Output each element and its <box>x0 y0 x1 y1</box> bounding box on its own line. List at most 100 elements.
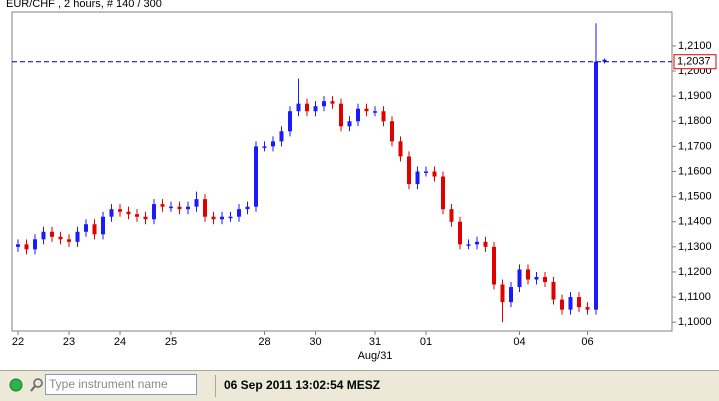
x-tick-label: 30 <box>309 336 321 348</box>
candle-body <box>203 199 207 217</box>
candle-body <box>322 101 326 107</box>
y-tick-label: 1,1800 <box>678 115 712 127</box>
candle-body <box>560 299 564 310</box>
timestamp: 06 Sep 2011 13:02:54 MESZ <box>224 378 381 392</box>
candle-body <box>390 121 394 142</box>
candle-body <box>58 236 63 240</box>
x-tick-label: 06 <box>581 336 593 348</box>
candle-body <box>296 103 301 112</box>
candle-body <box>75 231 80 242</box>
candle-body <box>407 156 411 185</box>
y-tick-label: 1,1500 <box>678 191 712 203</box>
candle-body <box>186 206 190 210</box>
x-tick-label: 31 <box>369 336 381 348</box>
candle-body <box>50 231 54 237</box>
candle-body <box>577 297 581 308</box>
candle-body <box>135 214 139 217</box>
candle-body <box>602 59 607 62</box>
status-icons <box>9 378 43 392</box>
y-tick-label: 1,1200 <box>678 266 712 278</box>
plot-area <box>11 11 673 332</box>
candle-body <box>466 244 471 246</box>
y-tick-label: 1,1700 <box>678 140 712 152</box>
candle-body <box>500 284 505 303</box>
candle-body <box>475 241 479 245</box>
y-tick-label: 1,1900 <box>678 90 712 102</box>
candle-body <box>509 287 513 303</box>
candle-body <box>118 209 122 212</box>
connection-icon <box>9 378 23 392</box>
candle-body <box>585 307 590 310</box>
search-icon-handle <box>30 385 36 392</box>
y-tick-label: 1,2100 <box>678 40 712 52</box>
candle-body <box>594 61 598 310</box>
chart: EUR/CHF , 2 hours, # 140 / 300 1,1000 1,1… <box>6 0 717 362</box>
search-input[interactable]: Type instrument name <box>45 374 197 395</box>
candle-body <box>458 221 462 245</box>
y-tick-label: 1,1000 <box>678 316 712 328</box>
candle-body <box>543 276 547 283</box>
x-tick-label: 04 <box>513 336 525 348</box>
candle-body <box>92 224 97 235</box>
candle-body <box>347 121 352 127</box>
candle-body <box>288 111 292 132</box>
x-tick-label: 28 <box>258 336 270 348</box>
candle-body <box>41 231 46 240</box>
x-tick-label: 24 <box>114 336 126 348</box>
candle-body <box>398 141 403 157</box>
candle-body <box>517 269 522 288</box>
chart-title: EUR/CHF , 2 hours, # 140 / 300 <box>6 0 162 10</box>
y-tick-label: 1,1600 <box>678 165 712 177</box>
candle-body <box>339 103 343 127</box>
candle-body <box>534 276 539 280</box>
candle-body <box>254 146 258 207</box>
candle-body <box>211 216 216 220</box>
candle-body <box>245 206 250 210</box>
candle-body <box>67 239 71 242</box>
candle-body <box>449 209 454 222</box>
separator <box>215 375 216 397</box>
candle-body <box>415 171 420 185</box>
candle-body <box>568 297 573 310</box>
candle-body <box>432 171 437 177</box>
candle-body <box>424 171 428 173</box>
candle-body <box>483 241 488 247</box>
search-icon <box>33 378 43 388</box>
status-bar: Type instrument name 06 Sep 2011 13:02:5… <box>0 370 719 401</box>
x-tick-label: 22 <box>12 336 24 348</box>
x-tick-label: 01 <box>420 336 432 348</box>
x-sublabel: Aug/31 <box>358 350 393 362</box>
candle-body <box>194 199 199 207</box>
candle-body <box>237 209 241 217</box>
candle-body <box>381 111 386 122</box>
candle-body <box>526 269 530 280</box>
price-box <box>673 54 717 70</box>
candle-body <box>109 209 114 217</box>
candle-body <box>441 176 445 210</box>
candle-body <box>84 224 88 232</box>
y-tick-label: 1,1100 <box>678 291 711 303</box>
candle-body <box>356 108 360 122</box>
candle-body <box>160 204 165 207</box>
candle-body <box>16 244 20 247</box>
price-label: 1,2037 <box>677 56 711 68</box>
candle-body <box>126 211 131 215</box>
candle-body <box>262 146 267 148</box>
candle-body <box>271 141 275 147</box>
candle-body <box>101 216 105 235</box>
candle-body <box>373 111 377 113</box>
candle-body <box>279 131 284 142</box>
candle-body <box>24 244 29 250</box>
x-tick-label: 25 <box>165 336 177 348</box>
candle-body <box>305 103 309 112</box>
candle-body <box>152 204 156 220</box>
candle-body <box>169 206 173 209</box>
y-tick-label: 1,1300 <box>678 241 712 253</box>
y-tick-label: 1,1400 <box>678 216 712 228</box>
candle-body <box>220 216 224 220</box>
candle-body <box>330 101 335 104</box>
x-tick-label: 23 <box>63 336 75 348</box>
candle-body <box>551 282 556 300</box>
candle-body <box>313 106 318 112</box>
